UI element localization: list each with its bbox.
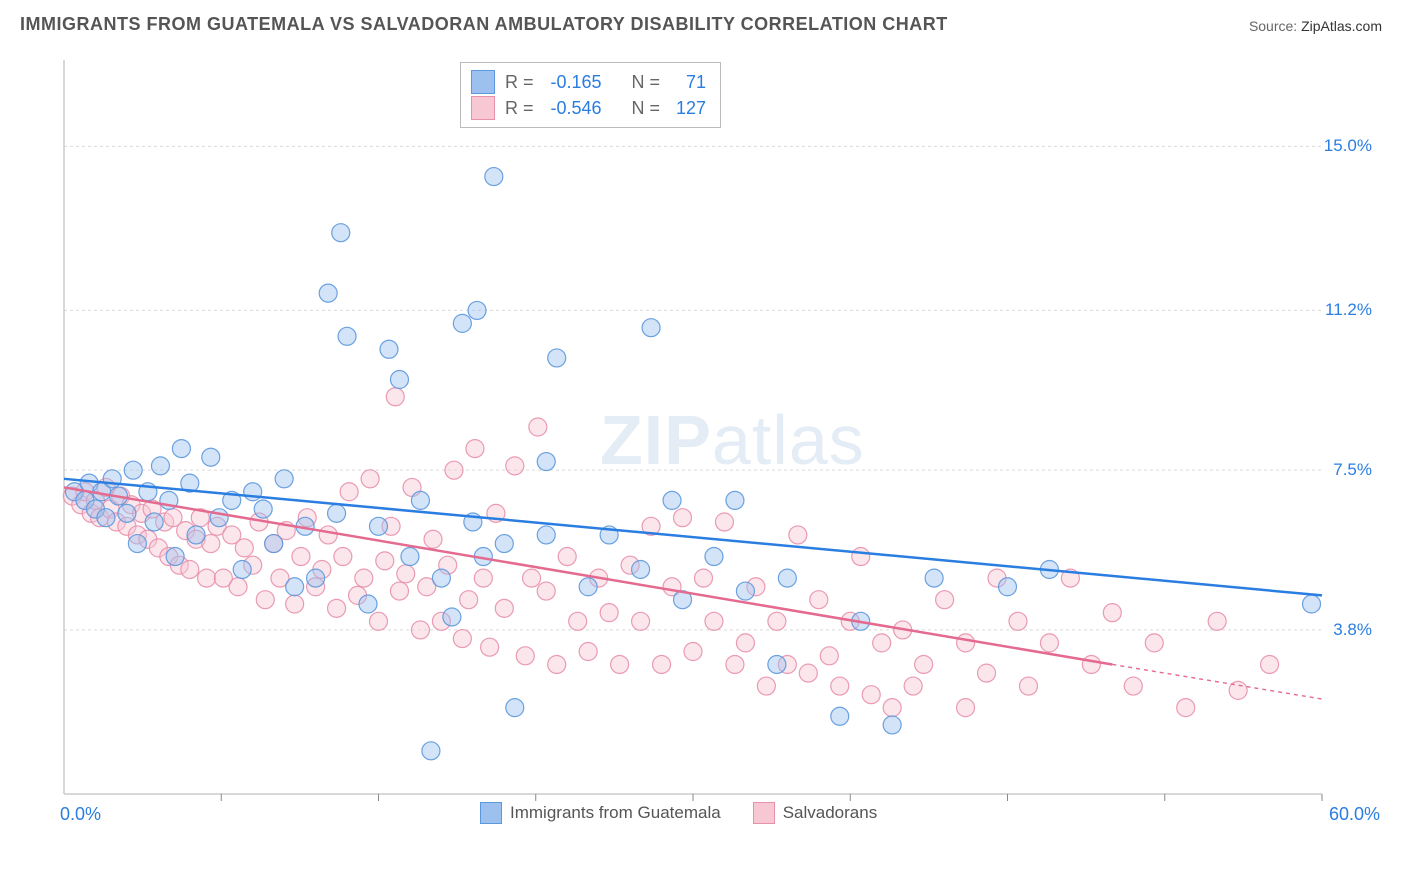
legend-label-pink: Salvadorans xyxy=(783,803,878,823)
r-label-2: R = xyxy=(505,98,534,119)
source-value: ZipAtlas.com xyxy=(1301,18,1382,34)
legend-row-blue: R = -0.165 N = 71 xyxy=(471,69,706,95)
r-label: R = xyxy=(505,72,534,93)
y-tick-label: 15.0% xyxy=(1324,136,1372,156)
chart-title: IMMIGRANTS FROM GUATEMALA VS SALVADORAN … xyxy=(20,14,948,35)
y-tick-label: 3.8% xyxy=(1333,620,1372,640)
r-value-pink: -0.546 xyxy=(544,98,602,119)
series-legend: Immigrants from Guatemala Salvadorans xyxy=(480,802,877,824)
source-citation: Source: ZipAtlas.com xyxy=(1249,18,1382,34)
r-value-blue: -0.165 xyxy=(544,72,602,93)
y-tick-label: 7.5% xyxy=(1333,460,1372,480)
chart-container: IMMIGRANTS FROM GUATEMALA VS SALVADORAN … xyxy=(0,0,1406,892)
n-value-pink: 127 xyxy=(670,98,706,119)
legend-swatch-blue xyxy=(471,70,495,94)
n-label: N = xyxy=(632,72,661,93)
legend-label-blue: Immigrants from Guatemala xyxy=(510,803,721,823)
legend-item-blue: Immigrants from Guatemala xyxy=(480,802,721,824)
y-tick-label: 11.2% xyxy=(1325,300,1372,320)
scatter-svg xyxy=(60,60,1380,830)
legend-row-pink: R = -0.546 N = 127 xyxy=(471,95,706,121)
legend-swatch-pink-2 xyxy=(753,802,775,824)
legend-swatch-blue-2 xyxy=(480,802,502,824)
correlation-legend: R = -0.165 N = 71 R = -0.546 N = 127 xyxy=(460,62,721,128)
n-value-blue: 71 xyxy=(670,72,706,93)
x-min-label: 0.0% xyxy=(60,804,101,825)
source-label: Source: xyxy=(1249,18,1297,34)
legend-swatch-pink xyxy=(471,96,495,120)
plot-area: ZIPatlas R = -0.165 N = 71 R = -0.546 N … xyxy=(60,60,1380,830)
x-max-label: 60.0% xyxy=(1329,804,1380,825)
legend-item-pink: Salvadorans xyxy=(753,802,878,824)
n-label-2: N = xyxy=(632,98,661,119)
